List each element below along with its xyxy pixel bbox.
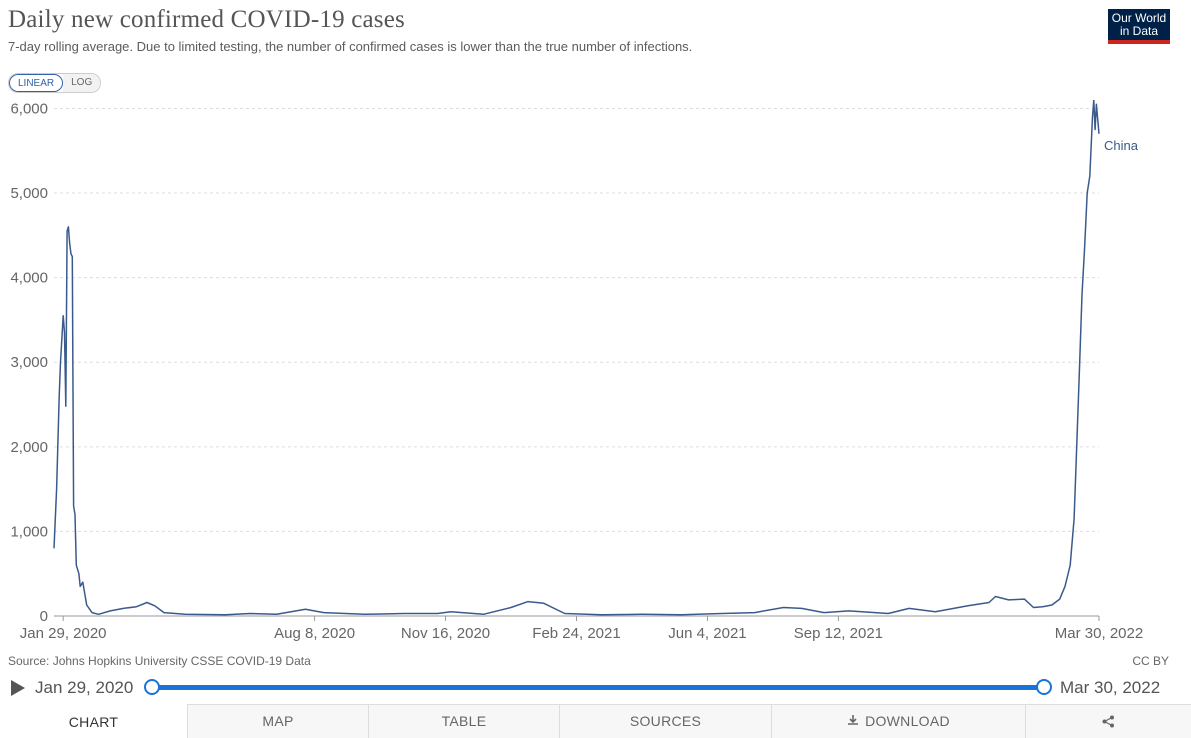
tab-table[interactable]: TABLE xyxy=(368,705,559,738)
y-tick-label: 0 xyxy=(40,608,48,625)
chart-title: Daily new confirmed COVID-19 cases xyxy=(8,6,405,33)
tab-sources[interactable]: SOURCES xyxy=(559,705,771,738)
timeline-track[interactable] xyxy=(151,685,1044,690)
chart-subtitle: 7-day rolling average. Due to limited te… xyxy=(8,39,693,54)
x-tick-label: Jan 29, 2020 xyxy=(20,625,107,642)
timeline-start-label: Jan 29, 2020 xyxy=(35,678,134,697)
bottom-tabs: CHART MAP TABLE SOURCES DOWNLOAD xyxy=(0,704,1191,738)
timeline: Jan 29, 2020 Mar 30, 2022 xyxy=(0,674,1191,702)
y-tick-label: 3,000 xyxy=(10,354,48,371)
x-tick-label: Mar 30, 2022 xyxy=(1055,625,1143,642)
chart-series: China xyxy=(53,100,1139,616)
timeline-start-handle[interactable] xyxy=(144,679,160,695)
share-icon xyxy=(1102,715,1114,728)
play-icon[interactable] xyxy=(11,680,25,696)
y-tick-label: 5,000 xyxy=(10,185,48,202)
download-icon xyxy=(848,715,859,725)
logo-line1: Our World xyxy=(1111,11,1167,25)
scale-toggle: LINEAR LOG xyxy=(8,73,102,93)
y-axis: 0 1,000 2,000 3,000 4,000 5,000 6,000 xyxy=(10,100,48,625)
x-axis: Jan 29, 2020 Aug 8, 2020 Nov 16, 2020 Feb 2… xyxy=(20,616,1143,642)
tab-share[interactable] xyxy=(1025,705,1191,738)
series-line-china[interactable] xyxy=(53,100,1100,616)
tab-chart[interactable]: CHART xyxy=(0,704,187,738)
x-tick-label: Jun 4, 2021 xyxy=(668,625,746,642)
timeline-end-handle[interactable] xyxy=(1036,679,1052,695)
tab-map[interactable]: MAP xyxy=(187,705,368,738)
linear-scale-button[interactable]: LINEAR xyxy=(9,74,64,92)
line-chart[interactable]: 0 1,000 2,000 3,000 4,000 5,000 6,000 Jan 29, … xyxy=(0,100,1191,645)
log-scale-button[interactable]: LOG xyxy=(63,74,101,92)
series-label-china: China xyxy=(1104,138,1139,153)
x-tick-label: Nov 16, 2020 xyxy=(401,625,490,642)
owid-logo[interactable]: Our World in Data xyxy=(1108,9,1170,44)
tab-download[interactable]: DOWNLOAD xyxy=(771,705,1025,738)
license-link[interactable]: CC BY xyxy=(1132,654,1169,668)
y-tick-label: 6,000 xyxy=(10,100,48,117)
x-tick-label: Sep 12, 2021 xyxy=(794,625,883,642)
y-tick-label: 4,000 xyxy=(10,270,48,287)
source-note[interactable]: Source: Johns Hopkins University CSSE CO… xyxy=(8,654,311,668)
timeline-end-label: Mar 30, 2022 xyxy=(1060,678,1161,697)
y-tick-label: 1,000 xyxy=(10,523,48,540)
logo-line2: in Data xyxy=(1119,24,1159,38)
chart-grid xyxy=(54,107,1099,617)
y-tick-label: 2,000 xyxy=(10,439,48,456)
x-tick-label: Feb 24, 2021 xyxy=(532,625,620,642)
x-tick-label: Aug 8, 2020 xyxy=(274,625,355,642)
tab-download-label: DOWNLOAD xyxy=(865,713,950,729)
